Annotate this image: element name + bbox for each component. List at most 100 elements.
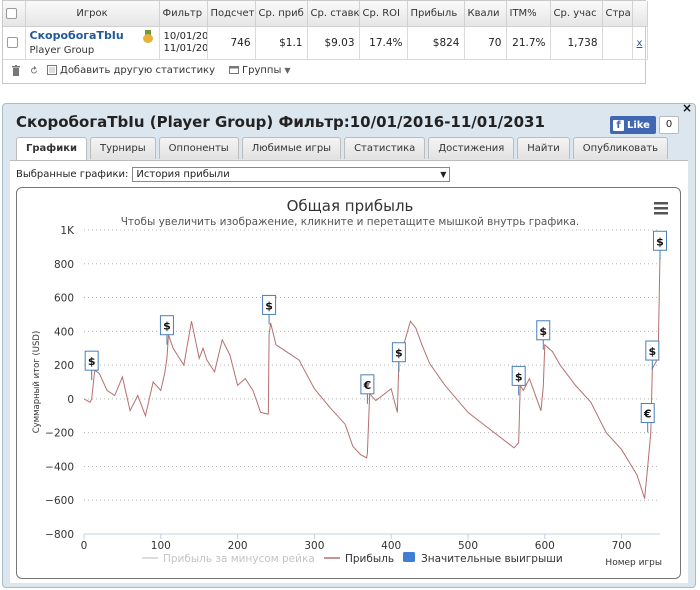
big-win-marker-symbol: $ <box>88 355 96 368</box>
add-square-icon <box>47 65 57 76</box>
x-tick-label: 500 <box>458 540 478 552</box>
col-header-country[interactable]: Стра <box>602 1 633 27</box>
big-win-marker <box>262 294 277 315</box>
close-icon[interactable]: × <box>681 101 692 115</box>
tab-tournaments[interactable]: Турниры <box>90 137 156 159</box>
tab-favorite-games[interactable]: Любимые игры <box>241 137 342 159</box>
x-tick-label: 300 <box>304 540 324 552</box>
y-tick-label: −600 <box>45 495 74 507</box>
legend-label-big-wins: Значительные выигрыши <box>421 553 563 565</box>
chart-select[interactable]: История прибыли ▼ <box>132 167 451 182</box>
avg-stake-cell: $9.03 <box>307 26 360 60</box>
player-cell: СкоробогаТbIu Player Group <box>25 26 160 60</box>
main-panel: × СкоробогаТbIu (Player Group) Фильтр:10… <box>2 101 696 588</box>
like-label: Like <box>627 119 650 131</box>
legend-label-profit: Прибыль <box>345 553 394 565</box>
avg-roi-cell: 17.4% <box>359 26 408 60</box>
add-stat-button[interactable]: Добавить другую статистику <box>47 65 215 76</box>
big-win-marker-symbol: $ <box>265 299 273 312</box>
chart-select-label: Выбранные графики: <box>16 169 129 180</box>
tab-achievements[interactable]: Достижения <box>428 137 515 159</box>
chart-container[interactable]: Общая прибыль Чтобы увеличить изображение… <box>16 187 681 579</box>
quali-cell: 70 <box>464 26 507 60</box>
big-win-marker <box>84 350 99 371</box>
y-tick-label: 1K <box>60 225 75 237</box>
col-header-remove <box>632 1 648 27</box>
x-tick-label: 400 <box>381 540 401 552</box>
chart-title: Общая прибыль <box>287 197 414 215</box>
row-checkbox[interactable] <box>7 37 18 48</box>
y-tick-label: −400 <box>45 461 74 473</box>
x-tick-label: 600 <box>535 540 555 552</box>
col-header-quali[interactable]: Квали <box>464 1 507 27</box>
groups-button[interactable]: Группы ▼ <box>229 65 291 76</box>
big-win-marker <box>640 403 655 424</box>
player-group-label: Player Group <box>29 45 95 56</box>
select-all-checkbox[interactable] <box>6 7 17 19</box>
big-win-marker <box>653 230 667 251</box>
avg-entrants-cell: 1,738 <box>550 26 603 60</box>
legend-swatch-big-wins <box>403 552 415 562</box>
y-tick-label: 400 <box>54 326 74 338</box>
col-header-avg-entrants[interactable]: Ср. учас <box>550 1 603 27</box>
tab-content: Выбранные графики: История прибыли ▼ Общ… <box>10 160 688 583</box>
country-cell <box>602 26 633 60</box>
big-win-marker <box>159 315 174 336</box>
avg-profit-cell: $1.1 <box>255 26 308 60</box>
facebook-like-button[interactable]: f Like <box>610 116 656 134</box>
big-win-marker <box>511 365 526 386</box>
refresh-icon[interactable] <box>29 65 39 76</box>
y-tick-label: 200 <box>54 360 74 372</box>
big-win-marker-symbol: $ <box>656 235 664 248</box>
col-header-avg-profit[interactable]: Ср. приб <box>255 1 308 27</box>
medal-icon <box>142 29 153 43</box>
col-header-filter[interactable]: Фильтр <box>159 1 208 27</box>
row-select-cell[interactable] <box>3 26 26 60</box>
groups-label: Группы <box>242 65 282 76</box>
remove-cell: x <box>632 26 648 60</box>
y-tick-label: 600 <box>54 293 74 305</box>
select-all-header[interactable] <box>3 1 26 27</box>
itm-cell: 21.7% <box>506 26 551 60</box>
chevron-down-icon: ▼ <box>440 170 447 179</box>
x-tick-label: 100 <box>151 540 171 552</box>
col-header-profit[interactable]: Прибыль <box>407 1 465 27</box>
col-header-count[interactable]: Подсчет <box>207 1 256 27</box>
filter-to: 11/01/20 <box>163 42 207 54</box>
trash-icon[interactable] <box>11 65 21 76</box>
add-stat-label: Добавить другую статистику <box>60 65 216 76</box>
tab-bar: Графики Турниры Оппоненты Любимые игры С… <box>16 137 669 160</box>
table-header-row: Игрок Фильтр Подсчет Ср. приб Ср. ставк … <box>3 1 648 27</box>
col-header-itm[interactable]: ITM% <box>506 1 551 27</box>
remove-row-link[interactable]: x <box>636 37 643 49</box>
tab-charts[interactable]: Графики <box>16 137 88 160</box>
player-name-link[interactable]: СкоробогаТbIu <box>29 29 124 42</box>
chart-select-value: История прибыли <box>136 169 230 180</box>
profit-cell: $824 <box>407 26 465 60</box>
y-tick-label: 0 <box>67 394 74 406</box>
chart-subtitle: Чтобы увеличить изображение, кликните и … <box>121 216 580 228</box>
y-axis-title: Суммарный итог (USD) <box>32 331 42 434</box>
col-header-player[interactable]: Игрок <box>25 1 160 27</box>
col-header-avg-stake[interactable]: Ср. ставк <box>307 1 360 27</box>
big-win-marker-symbol: $ <box>395 347 403 360</box>
x-tick-label: 700 <box>612 540 632 552</box>
chart-menu-icon[interactable] <box>654 202 668 215</box>
y-tick-label: −800 <box>45 529 74 541</box>
tab-find[interactable]: Найти <box>517 137 570 159</box>
big-win-marker <box>360 374 375 395</box>
col-header-avg-roi[interactable]: Ср. ROI <box>359 1 408 27</box>
big-win-marker-symbol: $ <box>515 370 523 383</box>
tab-statistics[interactable]: Статистика <box>344 137 426 159</box>
count-cell: 746 <box>207 26 256 60</box>
tab-publish[interactable]: Опубликовать <box>572 137 669 159</box>
tab-opponents[interactable]: Оппоненты <box>158 137 239 159</box>
x-axis-title: Номер игры <box>605 558 662 568</box>
table-row: СкоробогаТbIu Player Group 10/01/20 11/0… <box>3 26 648 60</box>
filter-cell: 10/01/20 11/01/20 <box>159 26 208 60</box>
filter-from: 10/01/20 <box>163 30 207 42</box>
y-tick-label: 800 <box>54 259 74 271</box>
like-count: 0 <box>659 116 679 134</box>
big-win-marker-symbol: $ <box>163 320 171 333</box>
